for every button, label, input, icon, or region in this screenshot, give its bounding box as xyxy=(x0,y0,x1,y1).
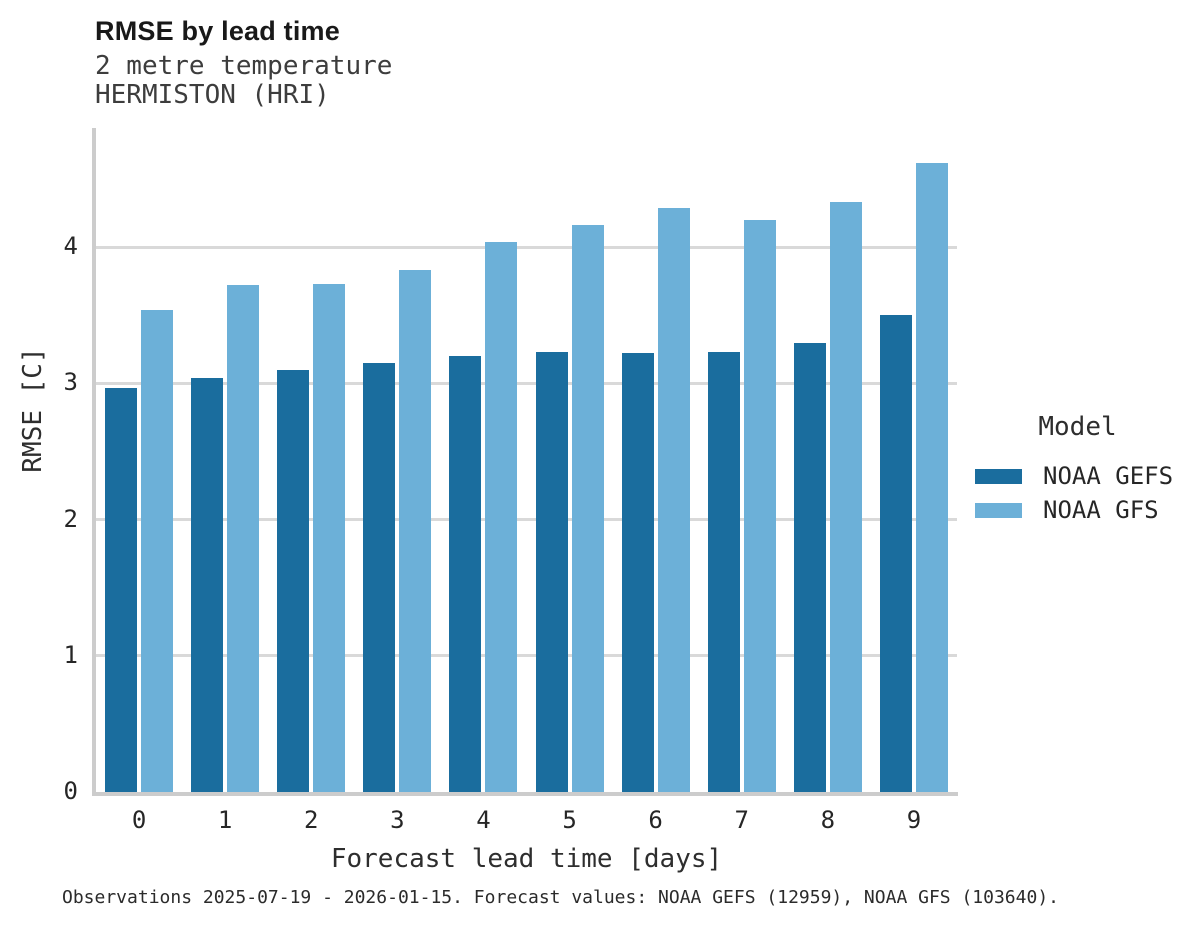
gridline-y3 xyxy=(96,381,957,385)
bar-noaa-gefs-day4 xyxy=(449,356,482,792)
y-axis-tick-labels: 0 1 2 3 4 xyxy=(0,126,78,805)
legend-swatch-icon xyxy=(975,502,1022,518)
legend-swatch-icon xyxy=(975,468,1022,484)
x-tick-label-7: 7 xyxy=(734,806,749,834)
legend-entry-label: NOAA GEFS xyxy=(1043,462,1174,490)
y-tick-label-0: 0 xyxy=(63,777,78,805)
gridline-y2 xyxy=(96,518,957,522)
gridline-y4 xyxy=(96,245,957,249)
bar-noaa-gefs-day8 xyxy=(793,342,826,792)
bar-noaa-gefs-day6 xyxy=(621,353,654,792)
bar-noaa-gefs-day1 xyxy=(191,377,224,792)
legend-entry-noaa-gefs: NOAA GEFS xyxy=(975,459,1180,493)
bar-noaa-gfs-day5 xyxy=(571,225,604,792)
gridline-y1 xyxy=(96,654,957,658)
chart-subtitle-variable: 2 metre temperature xyxy=(95,51,393,81)
bar-noaa-gefs-day2 xyxy=(277,369,310,792)
y-tick-label-3: 3 xyxy=(63,368,78,397)
bar-noaa-gfs-day6 xyxy=(657,207,690,792)
x-tick-label-6: 6 xyxy=(648,806,663,834)
x-tick-label-9: 9 xyxy=(906,806,922,834)
bar-noaa-gefs-day7 xyxy=(707,352,740,792)
legend-title: Model xyxy=(1038,412,1117,442)
legend: Model NOAA GEFS NOAA GFS xyxy=(975,412,1180,527)
legend-entries: NOAA GEFS NOAA GFS xyxy=(975,459,1180,527)
x-tick-label-5: 5 xyxy=(562,806,577,834)
bar-noaa-gfs-day3 xyxy=(399,270,432,792)
bar-noaa-gfs-day4 xyxy=(485,241,518,792)
x-tick-label-2: 2 xyxy=(304,806,319,834)
y-tick-label-4: 4 xyxy=(63,232,78,261)
bar-noaa-gefs-day9 xyxy=(879,315,912,792)
legend-entry-label: NOAA GFS xyxy=(1043,496,1159,524)
chart-title: RMSE by lead time xyxy=(95,16,340,46)
x-axis-tick-labels: 0 1 2 3 4 5 6 7 8 9 xyxy=(96,806,957,836)
legend-entry-noaa-gfs: NOAA GFS xyxy=(975,493,1180,527)
bar-noaa-gefs-day5 xyxy=(535,352,568,792)
y-axis-line xyxy=(92,128,96,796)
x-tick-label-1: 1 xyxy=(217,806,233,834)
plot-area xyxy=(96,126,957,792)
x-tick-label-4: 4 xyxy=(476,806,491,834)
caption: Observations 2025-07-19 - 2026-01-15. Fo… xyxy=(62,887,1059,908)
bar-noaa-gefs-day0 xyxy=(105,387,138,792)
bar-noaa-gefs-day3 xyxy=(363,362,396,792)
chart-subtitle-station: HERMISTON (HRI) xyxy=(95,80,330,110)
x-tick-label-0: 0 xyxy=(131,806,147,834)
bar-noaa-gfs-day9 xyxy=(915,162,948,792)
x-tick-label-3: 3 xyxy=(390,806,405,834)
bar-noaa-gfs-day7 xyxy=(743,219,776,792)
y-tick-label-1: 1 xyxy=(63,640,78,669)
y-tick-label-2: 2 xyxy=(63,504,78,533)
x-axis-line xyxy=(92,792,958,796)
bar-noaa-gfs-day0 xyxy=(141,309,174,792)
bar-noaa-gfs-day2 xyxy=(313,284,346,792)
x-tick-label-8: 8 xyxy=(820,806,836,834)
bar-noaa-gfs-day8 xyxy=(829,202,862,792)
bar-noaa-gfs-day1 xyxy=(227,285,260,792)
x-axis-label: Forecast lead time [days] xyxy=(330,844,723,874)
